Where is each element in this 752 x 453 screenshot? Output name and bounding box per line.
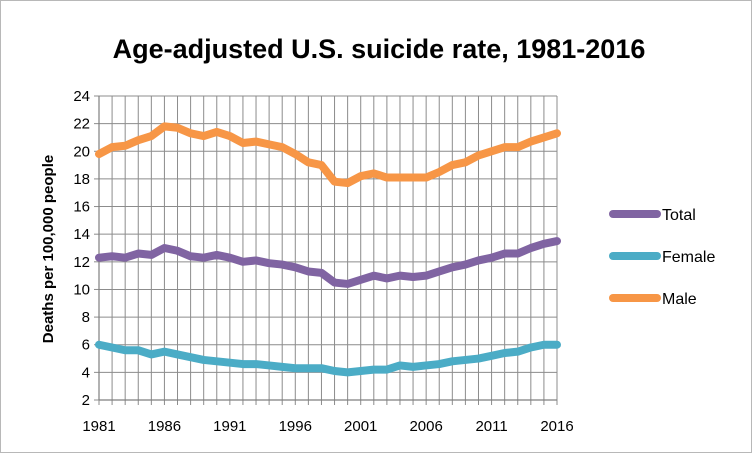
y-tick-label: 2 xyxy=(82,392,90,409)
y-tick-label: 8 xyxy=(82,309,90,326)
x-tick-label: 1996 xyxy=(279,418,312,435)
chart-title: Age-adjusted U.S. suicide rate, 1981-201… xyxy=(113,34,646,64)
y-tick-label: 22 xyxy=(73,116,90,133)
x-tick-label: 1991 xyxy=(213,418,246,435)
legend: Total Female Male xyxy=(609,207,715,308)
y-tick-label: 24 xyxy=(73,88,90,105)
y-tick-label: 18 xyxy=(73,171,90,188)
y-tick-label: 16 xyxy=(73,199,90,216)
axes xyxy=(94,95,558,405)
x-tick-label: 2006 xyxy=(409,418,442,435)
x-tick-label: 2011 xyxy=(475,418,507,435)
y-tick-label: 6 xyxy=(82,337,90,354)
y-tick-label: 12 xyxy=(73,254,90,271)
legend-label-female: Female xyxy=(662,249,715,266)
y-tick-label: 4 xyxy=(82,364,90,381)
x-tick-label: 1981 xyxy=(82,418,115,435)
x-tick-label: 2016 xyxy=(540,418,573,435)
series-lines xyxy=(95,122,561,377)
legend-label-male: Male xyxy=(662,291,697,308)
legend-label-total: Total xyxy=(662,207,696,224)
x-tick-label: 2001 xyxy=(344,418,377,435)
x-tick-labels: 1981 1986 1991 1996 2001 2006 2011 2016 xyxy=(82,418,573,435)
x-tick-label: 1986 xyxy=(148,418,181,435)
series-line-female xyxy=(95,340,561,377)
y-tick-label: 14 xyxy=(73,226,90,243)
y-tick-label: 10 xyxy=(73,281,90,298)
series-line-total xyxy=(95,237,561,288)
series-line-male xyxy=(95,122,561,188)
y-axis-label: Deaths per 100,000 people xyxy=(40,155,57,343)
y-tick-label: 20 xyxy=(73,143,90,160)
